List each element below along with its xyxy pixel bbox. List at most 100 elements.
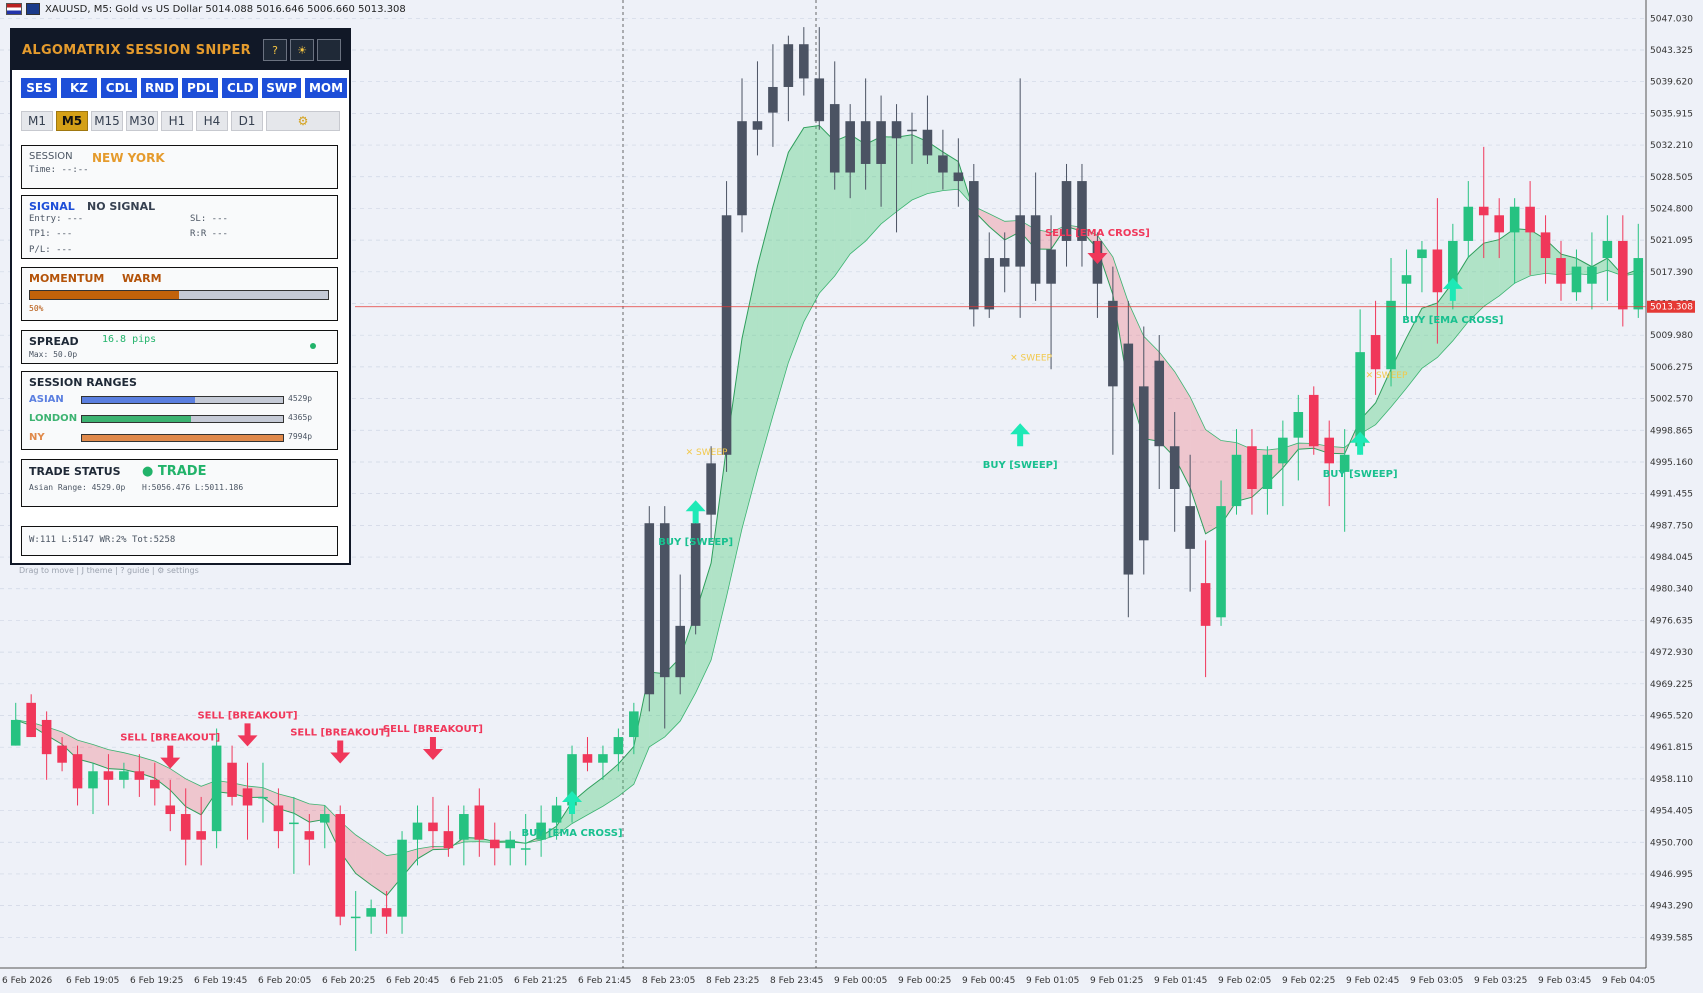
buy-signal-label: BUY [SWEEP] (983, 460, 1058, 471)
y-tick-label: 4954.405 (1650, 807, 1693, 817)
candle-body (737, 121, 747, 216)
ema-band-segment (123, 752, 140, 773)
sell-arrow-icon (1087, 240, 1108, 264)
candle-body (258, 796, 268, 799)
range-name-asian: ASIAN (29, 394, 64, 405)
trade-status-range: Asian Range: 4529.0p (29, 483, 126, 492)
range-bar-fill (82, 416, 191, 422)
candle-body (938, 155, 948, 173)
candle-body (319, 814, 330, 823)
candle-body (551, 805, 562, 823)
ema-band-segment (417, 846, 433, 859)
timeframe-m15[interactable]: M15 (91, 111, 123, 131)
x-tick-label: 6 Feb 21:45 (578, 976, 631, 986)
timeframe-d1[interactable]: D1 (231, 111, 263, 131)
candle-body (428, 822, 438, 832)
tab-cdl[interactable]: CDL (101, 78, 137, 98)
ema-band-segment (1375, 368, 1392, 425)
candle-body (1077, 181, 1087, 241)
ema-band-segment (664, 657, 681, 737)
candle-body (845, 121, 855, 173)
candle-body (891, 121, 902, 139)
settings-gear-icon[interactable]: ⚙ (266, 111, 340, 131)
signal-entry: Entry: --- (29, 214, 84, 224)
candle-body (1200, 583, 1211, 626)
sell-signal-label: SELL [BREAKOUT] (383, 724, 483, 735)
candle-body (1509, 206, 1520, 233)
sweep-label: ✕ SWEEP (1010, 354, 1052, 364)
timeframe-h1[interactable]: H1 (161, 111, 193, 131)
tab-pdl[interactable]: PDL (182, 78, 219, 98)
x-tick-label: 9 Feb 04:05 (1602, 976, 1655, 986)
candle-body (1633, 258, 1644, 310)
buy-arrow-icon (1010, 423, 1031, 447)
session-value: NEW YORK (92, 151, 165, 165)
candle-body (999, 258, 1010, 267)
buy-signal-label: BUY [SWEEP] (1323, 469, 1398, 480)
candle-body (459, 814, 469, 840)
ema-band-segment (695, 563, 712, 693)
range-pips-ny: 7994p (288, 432, 313, 441)
tab-cld[interactable]: CLD (222, 78, 259, 98)
tab-swp[interactable]: SWP (262, 78, 301, 98)
x-tick-label: 9 Feb 01:45 (1154, 976, 1207, 986)
candle-body (134, 771, 145, 780)
ema-band-segment (92, 744, 109, 769)
session-sniper-panel[interactable]: ALGOMATRIX SESSION SNIPER ? ☀ SES KZ CDL… (10, 28, 351, 565)
candle-body (1556, 258, 1566, 284)
ema-band-segment (154, 761, 171, 791)
signal-sl: SL: --- (190, 214, 228, 224)
candle-body (1339, 454, 1350, 472)
candle-body (366, 908, 376, 917)
timeframe-m30[interactable]: M30 (126, 111, 158, 131)
y-tick-label: 4987.750 (1650, 521, 1693, 531)
y-tick-label: 4972.930 (1650, 648, 1693, 658)
x-tick-label: 9 Feb 02:25 (1282, 976, 1335, 986)
buy-arrow-icon (1350, 431, 1371, 455)
theme-button[interactable]: ☀ (290, 39, 314, 61)
tab-kz[interactable]: KZ (61, 78, 97, 98)
candle-body (598, 754, 608, 763)
help-button[interactable]: ? (263, 39, 287, 61)
sell-signal-label: SELL [EMA CROSS] (1045, 228, 1150, 239)
candle-body (907, 129, 917, 132)
minimize-button[interactable] (317, 39, 341, 61)
tab-rnd[interactable]: RND (141, 78, 179, 98)
ema-band-segment (1437, 282, 1453, 358)
x-tick-label: 9 Feb 00:25 (898, 976, 951, 986)
candle-body (1463, 206, 1474, 241)
candle-body (26, 702, 36, 738)
x-tick-label: 6 Feb 2026 (2, 976, 53, 986)
timeframe-m1[interactable]: M1 (21, 111, 53, 131)
x-tick-label: 6 Feb 20:45 (386, 976, 439, 986)
candle-body (1293, 412, 1304, 438)
range-bar-london (81, 415, 284, 423)
tab-mom[interactable]: MOM (304, 78, 348, 98)
timeframe-h4[interactable]: H4 (196, 111, 228, 131)
candle-body (57, 745, 67, 763)
spread-max: Max: 50.0p (29, 350, 78, 359)
candle-body (505, 839, 516, 849)
candle-body (876, 121, 886, 164)
timeframe-m5[interactable]: M5 (56, 111, 88, 131)
candle-body (227, 762, 237, 797)
x-tick-label: 6 Feb 19:45 (194, 976, 247, 986)
tab-ses[interactable]: SES (21, 78, 57, 98)
candle-body (88, 771, 98, 789)
ema-band-segment (371, 845, 387, 896)
candle-body (783, 44, 794, 87)
symbol-flag-icon (6, 3, 22, 15)
candle-body (1417, 249, 1427, 259)
candle-body (582, 754, 593, 763)
spread-status-dot-icon (310, 343, 316, 349)
ema-band-segment (788, 127, 804, 363)
sell-arrow-icon (422, 737, 443, 761)
y-tick-label: 5032.210 (1650, 141, 1693, 151)
signal-rr: R:R --- (190, 229, 228, 239)
y-tick-label: 5009.980 (1650, 331, 1693, 341)
x-tick-label: 6 Feb 19:25 (130, 976, 183, 986)
panel-header[interactable]: ALGOMATRIX SESSION SNIPER ? ☀ (12, 30, 349, 70)
y-tick-label: 5002.570 (1650, 395, 1693, 405)
candle-body (1169, 446, 1180, 489)
spread-value: 16.8 pips (102, 334, 157, 345)
